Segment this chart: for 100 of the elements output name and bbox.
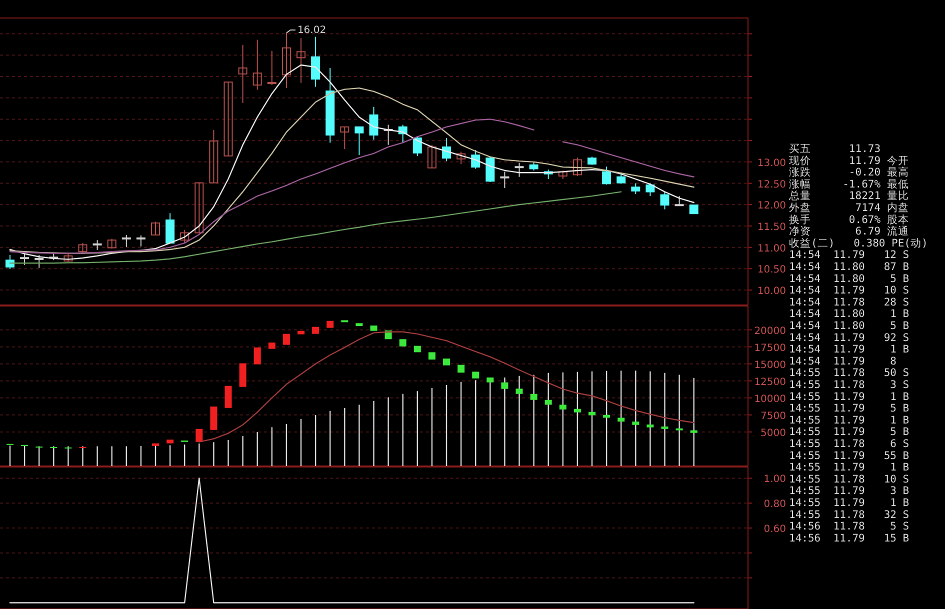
text: 14:55 11.79 55 B [789, 450, 910, 462]
candlestick [631, 182, 640, 194]
text: 换手 0.67% 股本 [789, 212, 909, 226]
y-tick-label: 10.00 [757, 286, 786, 298]
candlestick [354, 126, 364, 156]
text: 涨幅 -1.67% 最低 [789, 178, 909, 190]
candlestick [660, 191, 670, 210]
bar [268, 342, 276, 349]
bar [210, 406, 218, 430]
text: 14:54 11.78 28 S [789, 296, 910, 308]
text: 14:54 11.79 92 S [789, 332, 910, 344]
y-tick-label: 10.50 [757, 264, 786, 276]
text: 14:56 11.78 5 S [789, 520, 910, 533]
text: 总量 18221 量比 [788, 189, 909, 202]
text: 14:54 11.80 87 B [789, 261, 910, 273]
y-tick-label: 1.00 [764, 474, 786, 486]
candlestick [252, 39, 262, 90]
bar [298, 330, 304, 334]
text: 14:56 11.79 15 B [789, 532, 910, 544]
text: 14:54 11.80 5 B [789, 320, 910, 332]
candlestick [471, 149, 480, 170]
text: 14:55 11.79 1 B [789, 414, 910, 426]
candlestick [427, 144, 436, 168]
candlestick [180, 229, 190, 244]
candlestick [311, 36, 320, 88]
bar [152, 443, 159, 446]
bar [370, 326, 378, 331]
text: 14:55 11.78 32 S [789, 508, 910, 521]
bar [618, 418, 625, 422]
bar [559, 404, 566, 410]
candlestick [194, 182, 204, 234]
y-tick-label: 20000 [754, 326, 786, 337]
bar [501, 382, 508, 389]
y-tick-label: 10000 [754, 394, 786, 405]
y-tick-label: 12500 [754, 376, 786, 388]
bar [428, 352, 436, 360]
candlestick [34, 254, 44, 268]
candlestick [92, 240, 102, 250]
text: 14:54 11.79 1 B [789, 344, 910, 356]
bar [239, 363, 246, 387]
candlestick [514, 162, 524, 178]
text: 14:54 11.79 12 S [789, 249, 910, 262]
bar [414, 346, 421, 352]
candlestick [572, 157, 582, 177]
bar [326, 320, 334, 328]
y-tick-label: 0.60 [764, 524, 786, 536]
bar [588, 412, 596, 416]
candlestick [602, 166, 612, 186]
text: 14:55 11.78 3 S [789, 379, 910, 391]
candlestick [122, 234, 131, 248]
text: 14:55 11.79 5 B [789, 426, 910, 438]
bar [530, 394, 538, 400]
annotation: 16.02 [297, 24, 326, 36]
bar [632, 422, 640, 425]
y-tick-label: 7500 [760, 410, 786, 422]
candlestick [282, 32, 291, 89]
bar [516, 388, 523, 394]
y-tick-label: 5000 [760, 428, 786, 439]
y-tick-label: 12.00 [757, 200, 786, 212]
bar [472, 372, 480, 378]
y-tick-label: 12.50 [757, 179, 786, 190]
y-tick-label: 17500 [754, 342, 786, 354]
y-tick-label: 11.00 [757, 243, 786, 254]
text: 净资 6.79 流通 [789, 224, 909, 238]
bar [544, 400, 552, 405]
candlestick [224, 82, 233, 156]
y-tick-label: 11.50 [757, 222, 786, 233]
bar [399, 339, 406, 346]
text: 14:55 11.79 3 B [789, 485, 910, 498]
candlestick [107, 238, 116, 250]
text: 14:54 11.80 5 B [789, 272, 910, 285]
candlestick [442, 138, 451, 162]
text: 14:54 11.79 10 S [789, 284, 910, 297]
bar [443, 358, 450, 366]
text: 现价 11.79 今开 [789, 154, 909, 167]
y-tick-label: 0.80 [764, 499, 786, 510]
candlestick [209, 129, 218, 184]
bar [458, 364, 465, 373]
text: 14:54 11.79 8 [789, 355, 896, 368]
bar [356, 323, 363, 326]
text: 14:55 11.78 6 S [789, 438, 910, 450]
text: 14:55 11.79 1 B [789, 462, 910, 474]
bar [224, 386, 232, 408]
candlestick [340, 126, 350, 150]
text: 收益(二) 0.380 PE(动) [789, 237, 928, 250]
candlestick [6, 254, 14, 270]
candlestick [412, 136, 422, 156]
line-series [198, 331, 694, 442]
text: 14:54 11.80 1 B [789, 308, 910, 320]
candlestick [500, 171, 510, 188]
candlestick [151, 221, 160, 236]
bar [254, 347, 261, 364]
bar [486, 377, 494, 382]
candlestick [456, 151, 466, 165]
text: 14:55 11.79 1 B [789, 390, 910, 403]
candlestick [238, 44, 248, 104]
candlestick [136, 234, 146, 247]
bar [574, 408, 581, 412]
bar [196, 428, 203, 442]
bar [282, 334, 290, 345]
